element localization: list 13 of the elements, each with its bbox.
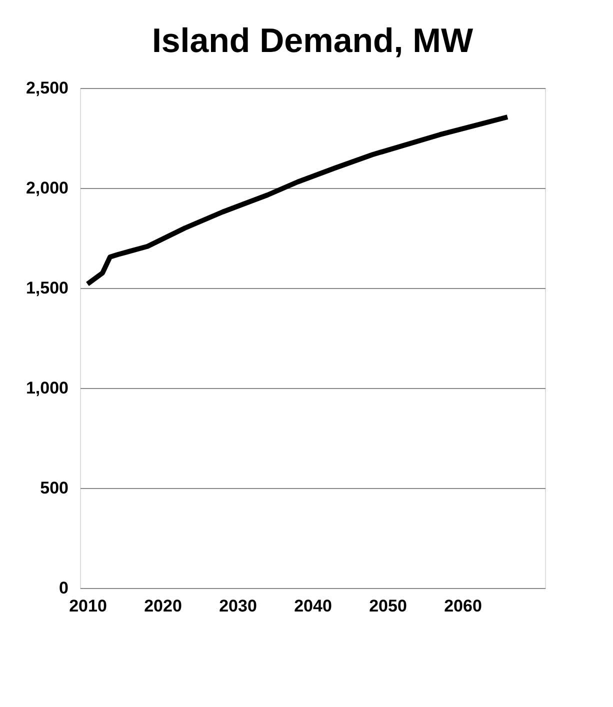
y-tick-label: 1,500 xyxy=(26,278,68,298)
y-tick-label: 1,000 xyxy=(26,378,68,398)
y-tick-label: 2,000 xyxy=(26,178,68,198)
x-tick-label: 2040 xyxy=(294,596,332,616)
x-tick-label: 2020 xyxy=(144,596,182,616)
y-tick-label: 2,500 xyxy=(26,78,68,98)
x-tick-label: 2010 xyxy=(69,596,107,616)
chart-title: Island Demand, MW xyxy=(152,22,474,60)
x-tick-label: 2030 xyxy=(219,596,257,616)
y-tick-label: 500 xyxy=(40,478,68,498)
x-tick-label: 2060 xyxy=(444,596,482,616)
y-tick-label: 0 xyxy=(59,578,68,598)
x-tick-label: 2050 xyxy=(369,596,407,616)
